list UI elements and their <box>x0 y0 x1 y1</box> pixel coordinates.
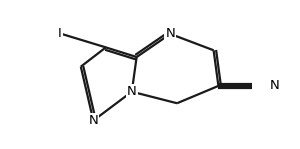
Text: I: I <box>58 27 61 40</box>
Text: N: N <box>127 85 137 98</box>
Text: N: N <box>88 114 98 127</box>
Text: N: N <box>165 27 175 40</box>
Text: N: N <box>269 79 279 92</box>
